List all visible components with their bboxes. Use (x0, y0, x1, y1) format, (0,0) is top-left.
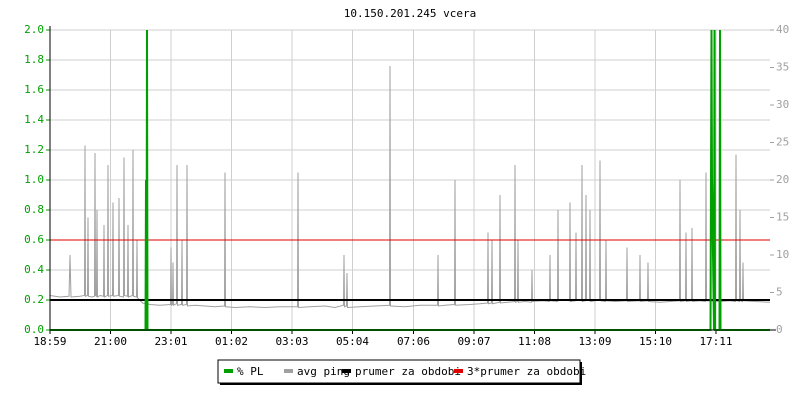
y-tick-label: 0.6 (24, 233, 44, 246)
y2-tick-label: 40 (776, 23, 789, 36)
legend-label: avg ping (297, 365, 350, 378)
y-tick-label: 2.0 (24, 23, 44, 36)
y2-tick-label: 20 (776, 173, 789, 186)
y2-tick-label: 5 (776, 286, 783, 299)
x-tick-label: 01:02 (215, 335, 248, 348)
y-tick-label: 0.4 (24, 263, 44, 276)
x-tick-label: 23:01 (154, 335, 187, 348)
x-tick-label: 18:59 (33, 335, 66, 348)
y-tick-label: 1.0 (24, 173, 44, 186)
y2-tick-label: 15 (776, 211, 789, 224)
legend-swatch (454, 369, 463, 373)
x-tick-label: 09:07 (457, 335, 490, 348)
y-tick-label: 1.2 (24, 143, 44, 156)
x-tick-label: 15:10 (639, 335, 672, 348)
x-tick-label: 07:06 (397, 335, 430, 348)
legend-label: 3*prumer za obdobi (467, 365, 586, 378)
y-tick-label: 0.0 (24, 323, 44, 336)
legend-swatch (342, 369, 351, 373)
legend-swatch (224, 369, 233, 373)
y2-tick-label: 35 (776, 61, 789, 74)
y-tick-label: 1.6 (24, 83, 44, 96)
x-tick-label: 05:04 (336, 335, 369, 348)
x-tick-label: 11:08 (518, 335, 551, 348)
y2-tick-label: 10 (776, 248, 789, 261)
y-tick-label: 1.4 (24, 113, 44, 126)
y-tick-label: 1.8 (24, 53, 44, 66)
y2-tick-label: 30 (776, 98, 789, 111)
series-line (49, 65, 771, 309)
y2-tick-label: 0 (776, 323, 783, 336)
y2-tick-label: 25 (776, 136, 789, 149)
chart-title: 10.150.201.245 vcera (344, 7, 476, 20)
x-tick-label: 13:09 (578, 335, 611, 348)
y-tick-label: 0.8 (24, 203, 44, 216)
legend-label: prumer za obdobi (355, 365, 461, 378)
legend-swatch (284, 369, 293, 373)
legend-box (217, 359, 581, 384)
y-tick-label: 0.2 (24, 293, 44, 306)
x-tick-label: 17:11 (699, 335, 732, 348)
x-tick-label: 03:03 (275, 335, 308, 348)
series-line (50, 29, 770, 331)
legend-label: % PL (237, 365, 264, 378)
x-tick-label: 21:00 (94, 335, 127, 348)
